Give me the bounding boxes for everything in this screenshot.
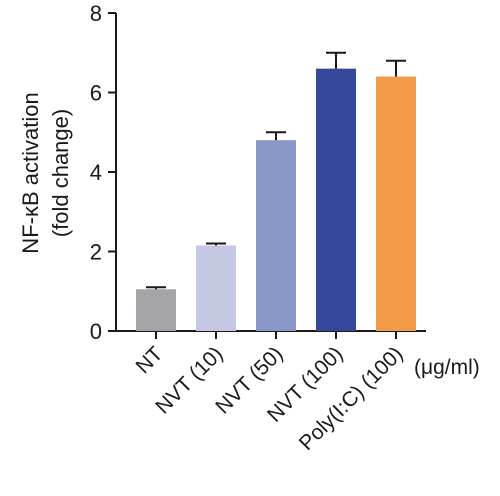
category-label: NT: [131, 342, 167, 378]
y-axis-title-line1: NF-κB activation: [18, 92, 43, 253]
y-axis-title-line2: (fold change): [48, 109, 73, 237]
bar: [256, 140, 296, 331]
y-axis-title: NF-κB activation (fold change): [18, 92, 73, 253]
y-tick-label: 6: [90, 81, 102, 106]
bar: [136, 289, 176, 331]
unit-label: (μg/ml): [414, 356, 480, 379]
bar: [196, 245, 236, 331]
y-tick-label: 8: [90, 1, 102, 26]
bar: [376, 76, 416, 331]
y-tick-label: 2: [90, 240, 102, 265]
bar: [316, 68, 356, 332]
y-ticks: 0 2 4 6 8: [90, 1, 116, 344]
category-label: Poly(I:C) (100): [295, 342, 408, 455]
y-tick-label: 4: [90, 160, 102, 185]
y-tick-label: 0: [90, 319, 102, 344]
bars: [136, 51, 416, 332]
